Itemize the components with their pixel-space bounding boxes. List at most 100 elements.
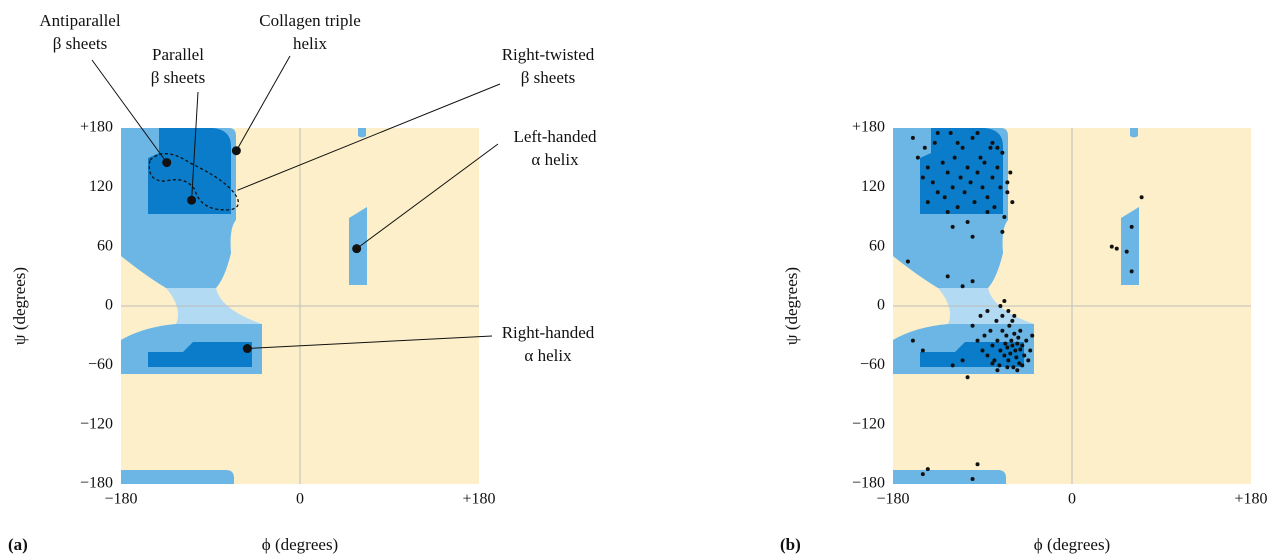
point	[970, 279, 975, 284]
point	[988, 145, 993, 150]
point	[935, 130, 940, 135]
annotation-point	[242, 344, 252, 354]
point	[995, 338, 1000, 343]
point	[985, 308, 990, 313]
point	[985, 353, 990, 358]
point	[1018, 347, 1023, 352]
point	[1015, 341, 1020, 346]
point	[1017, 361, 1022, 366]
point	[1007, 323, 1012, 328]
point	[950, 224, 955, 229]
point	[1002, 353, 1007, 358]
point	[1011, 365, 1016, 370]
annotation-text: Antiparallel	[39, 11, 120, 30]
point	[1124, 249, 1129, 254]
annotation-point	[162, 158, 172, 168]
point	[930, 180, 935, 185]
point	[1000, 150, 1005, 155]
point	[955, 140, 960, 145]
point	[982, 160, 987, 165]
point	[1139, 195, 1144, 200]
panel-label: (b)	[780, 535, 801, 554]
point	[1013, 348, 1018, 353]
annotation-text: α helix	[531, 150, 579, 169]
y-tick-label: 0	[877, 297, 885, 314]
twisted-sheet-outline	[148, 153, 239, 211]
panel-label: (a)	[8, 535, 28, 554]
point	[975, 130, 980, 135]
point	[965, 219, 970, 224]
point	[990, 175, 995, 180]
y-tick-label: 120	[861, 178, 885, 195]
x-axis-label: ϕ (degrees)	[1034, 535, 1110, 554]
point	[950, 185, 955, 190]
point	[985, 195, 990, 200]
point	[970, 135, 975, 140]
point	[1010, 343, 1015, 348]
annotation-leader	[356, 143, 499, 250]
point	[998, 185, 1003, 190]
point	[920, 175, 925, 180]
x-tick-label: +180	[462, 491, 495, 508]
x-tick-label: +180	[1234, 491, 1267, 508]
point	[978, 155, 983, 160]
point	[1002, 215, 1007, 219]
annotation-text: Right-twisted	[502, 45, 595, 64]
annotation-leader	[91, 59, 168, 163]
point	[905, 259, 910, 264]
point	[1006, 308, 1011, 313]
x-axis-label: ϕ (degrees)	[262, 535, 338, 554]
point	[920, 472, 925, 477]
y-tick-label: +180	[80, 119, 113, 136]
y-tick-label: 120	[89, 178, 113, 195]
point	[1005, 190, 1010, 195]
annotation-point	[187, 195, 197, 205]
point	[925, 165, 930, 170]
point	[1008, 170, 1013, 175]
y-tick-label: −180	[852, 475, 885, 492]
point	[975, 462, 980, 467]
annotation-text: β sheets	[53, 34, 107, 53]
point	[990, 343, 995, 348]
point	[992, 358, 997, 363]
point	[997, 363, 1002, 368]
point	[950, 363, 955, 368]
point	[1015, 368, 1020, 373]
point	[1020, 343, 1025, 348]
point	[1003, 341, 1008, 346]
annotation-point	[352, 244, 362, 254]
point	[992, 205, 997, 210]
point	[1012, 331, 1017, 336]
point	[1005, 365, 1010, 370]
point	[1006, 358, 1011, 363]
point	[960, 145, 965, 150]
point	[1008, 351, 1013, 356]
annotation-text: β sheets	[151, 68, 205, 87]
point	[1030, 333, 1035, 338]
point	[1129, 224, 1134, 229]
point	[978, 313, 983, 318]
point	[958, 175, 963, 180]
point	[945, 274, 950, 279]
point	[1022, 353, 1027, 358]
annotation-leader	[237, 83, 501, 191]
annotation-text: Parallel	[152, 45, 204, 64]
point	[990, 140, 995, 145]
point	[960, 358, 965, 363]
point	[922, 145, 927, 150]
point	[942, 195, 947, 200]
point	[1129, 269, 1134, 274]
point	[980, 348, 985, 353]
point	[915, 155, 920, 160]
point	[988, 328, 993, 333]
y-tick-label: 60	[869, 237, 885, 254]
y-tick-label: +180	[852, 119, 885, 136]
annotation-text: β sheets	[521, 68, 575, 87]
point	[1020, 363, 1025, 368]
point	[1005, 345, 1010, 350]
point	[980, 185, 985, 190]
annotation-text: Collagen triple	[259, 11, 361, 30]
point	[925, 200, 930, 205]
point	[910, 135, 915, 140]
